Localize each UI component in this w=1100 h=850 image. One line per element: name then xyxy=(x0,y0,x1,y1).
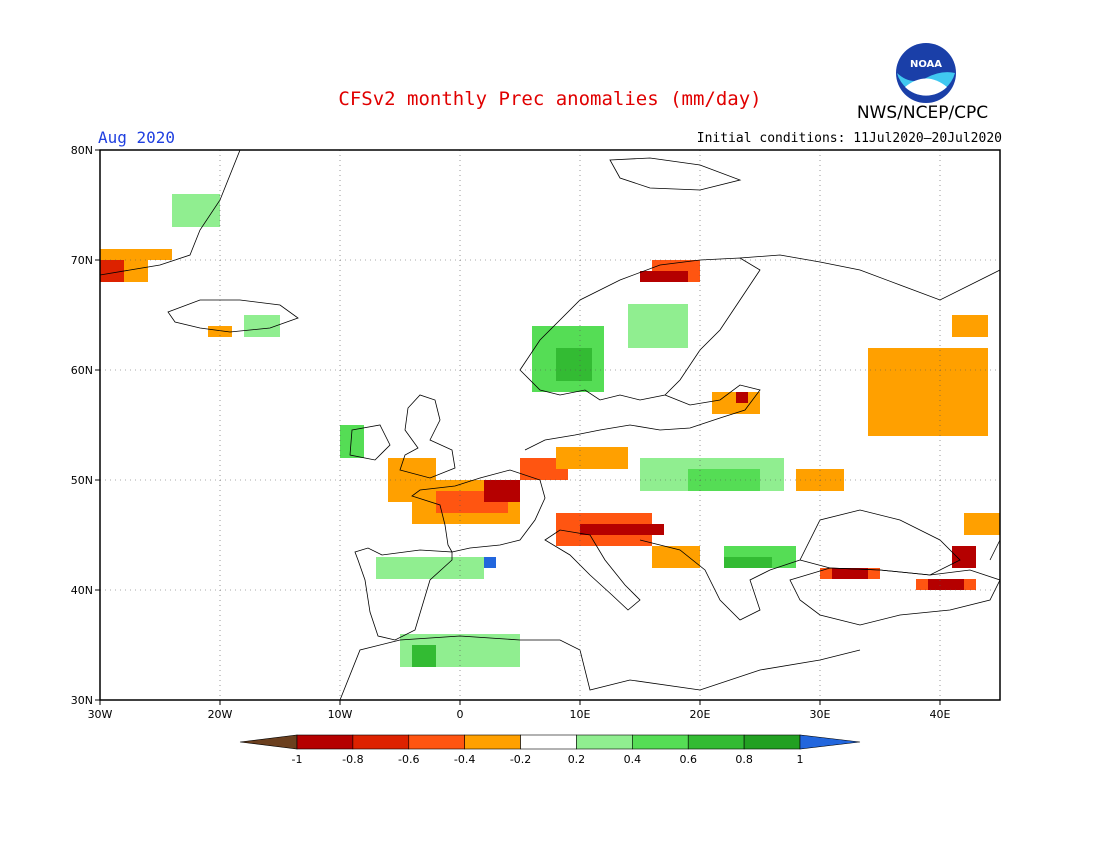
anomaly-cell xyxy=(724,557,772,568)
lon-tick-label: 20E xyxy=(690,708,711,721)
forecast-month: Aug 2020 xyxy=(98,128,176,147)
legend-arrow-low xyxy=(239,734,298,750)
lon-tick-label: 40E xyxy=(930,708,951,721)
coastline-caspian xyxy=(989,539,1001,561)
legend-tick-label: 0.6 xyxy=(679,753,697,766)
coastline-finland-russia xyxy=(739,254,1001,301)
anomaly-cell xyxy=(172,194,220,227)
anomaly-cell xyxy=(100,260,124,282)
anomaly-cell xyxy=(640,271,688,282)
legend-arrow-high xyxy=(799,734,861,750)
latitude-labels: 30N 40N 50N 60N 70N 80N xyxy=(71,144,93,707)
anomaly-cell xyxy=(556,447,628,469)
anomaly-cell xyxy=(964,513,1000,535)
anomaly-cell xyxy=(148,249,172,260)
lon-tick-label: 10W xyxy=(328,708,353,721)
lat-tick-label: 40N xyxy=(71,584,93,597)
svg-text:NOAA: NOAA xyxy=(910,59,942,70)
coastline-black-sea xyxy=(799,509,961,576)
noaa-logo-icon: NOAA xyxy=(896,43,956,103)
legend-swatch xyxy=(464,734,521,750)
lat-tick-label: 30N xyxy=(71,694,93,707)
legend-tick-label: 0.2 xyxy=(568,753,586,766)
anomaly-cell xyxy=(208,326,232,337)
legend-tick-label: 0.8 xyxy=(735,753,753,766)
anomaly-cell xyxy=(484,480,520,502)
agency-label: NWS/NCEP/CPC xyxy=(856,103,989,123)
anomaly-cell xyxy=(928,579,964,590)
axis-ticks xyxy=(95,149,941,705)
lat-tick-label: 50N xyxy=(71,474,93,487)
anomaly-cell xyxy=(412,645,436,667)
map-title: CFSv2 monthly Prec anomalies (mm/day) xyxy=(338,88,762,110)
coastline-iberia xyxy=(354,547,453,641)
anomaly-cell xyxy=(952,315,988,337)
graticule xyxy=(100,150,1000,700)
lon-tick-label: 0 xyxy=(457,708,464,721)
legend-tick-label: -0.4 xyxy=(454,753,475,766)
coastline-italy xyxy=(544,529,641,611)
legend-tick-label: 1 xyxy=(797,753,804,766)
legend-swatch xyxy=(352,734,410,750)
anomaly-cell xyxy=(652,546,700,568)
lat-tick-label: 70N xyxy=(71,254,93,267)
legend-swatch xyxy=(632,734,689,750)
anomaly-cells xyxy=(100,194,1000,667)
legend-swatch xyxy=(576,734,633,750)
lon-tick-label: 20W xyxy=(208,708,233,721)
legend-swatch xyxy=(408,734,465,750)
coastline-svalbard xyxy=(609,157,742,191)
anomaly-cell xyxy=(580,524,664,535)
legend-swatch xyxy=(743,734,801,750)
anomaly-cell xyxy=(736,392,748,403)
coastlines xyxy=(99,149,1001,701)
coastline-baltic xyxy=(524,384,761,451)
lon-tick-label: 10E xyxy=(570,708,591,721)
anomaly-cell xyxy=(556,348,592,381)
lat-tick-label: 60N xyxy=(71,364,93,377)
anomaly-cell xyxy=(484,557,496,568)
lon-tick-label: 30E xyxy=(810,708,831,721)
legend-tick-label: -0.2 xyxy=(510,753,531,766)
coastline-greenland xyxy=(99,149,241,276)
legend-tick-label: -1 xyxy=(292,753,303,766)
lon-tick-label: 30W xyxy=(88,708,113,721)
anomaly-cell xyxy=(868,348,988,436)
lat-tick-label: 80N xyxy=(71,144,93,157)
initial-conditions: Initial conditions: 11Jul2020–20Jul2020 xyxy=(696,131,1002,146)
legend-swatch xyxy=(296,734,354,750)
coastline-france xyxy=(411,469,546,553)
longitude-labels: 30W 20W 10W 0 10E 20E 30E 40E xyxy=(88,708,951,721)
coastline-scandinavia xyxy=(519,257,761,401)
legend-tick-label: 0.4 xyxy=(624,753,642,766)
color-legend: -1 -0.8 -0.6 -0.4 -0.2 0.2 0.4 0.6 0.8 1 xyxy=(239,734,861,766)
anomaly-cell xyxy=(628,304,688,348)
legend-swatch xyxy=(520,734,577,750)
coastline-ireland xyxy=(349,424,391,461)
anomaly-cell xyxy=(688,469,760,491)
anomaly-cell xyxy=(952,546,976,568)
legend-tick-label: -0.8 xyxy=(342,753,363,766)
anomaly-cell xyxy=(376,557,484,579)
coastline-britain xyxy=(399,394,456,479)
anomaly-cell xyxy=(244,315,280,337)
legend-swatch xyxy=(687,734,745,750)
map-frame xyxy=(99,149,1001,701)
coastline-balkans xyxy=(639,539,801,621)
anomaly-cell xyxy=(832,568,868,579)
legend-tick-label: -0.6 xyxy=(398,753,419,766)
